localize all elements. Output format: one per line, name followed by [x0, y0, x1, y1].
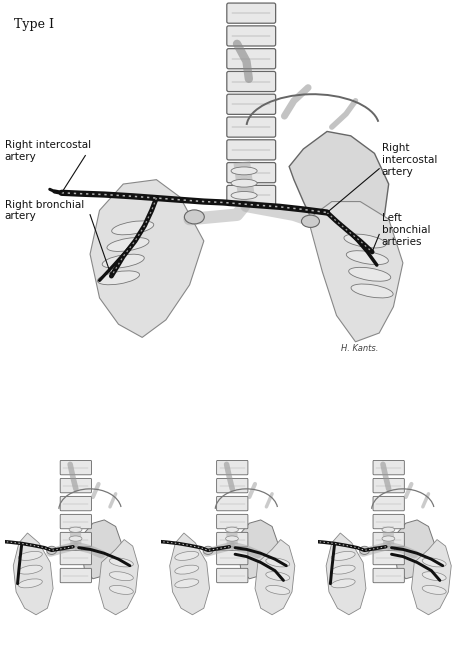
Ellipse shape: [175, 565, 199, 574]
Text: Right bronchial
artery: Right bronchial artery: [5, 199, 84, 221]
Polygon shape: [255, 540, 295, 615]
Ellipse shape: [266, 558, 290, 567]
FancyBboxPatch shape: [227, 71, 276, 92]
Ellipse shape: [331, 565, 355, 574]
FancyBboxPatch shape: [60, 496, 91, 511]
FancyBboxPatch shape: [227, 94, 276, 114]
Polygon shape: [394, 520, 434, 579]
FancyBboxPatch shape: [60, 550, 91, 564]
Ellipse shape: [360, 546, 370, 555]
Ellipse shape: [203, 546, 213, 555]
Ellipse shape: [107, 237, 149, 251]
Ellipse shape: [69, 536, 82, 542]
Ellipse shape: [382, 527, 395, 532]
FancyBboxPatch shape: [373, 514, 404, 528]
Polygon shape: [13, 533, 53, 615]
Polygon shape: [411, 540, 451, 615]
Ellipse shape: [69, 527, 82, 532]
Ellipse shape: [112, 221, 154, 235]
FancyBboxPatch shape: [373, 550, 404, 564]
Polygon shape: [326, 533, 366, 615]
FancyBboxPatch shape: [373, 460, 404, 475]
Ellipse shape: [231, 192, 257, 199]
Ellipse shape: [18, 579, 42, 588]
FancyBboxPatch shape: [217, 514, 248, 528]
FancyBboxPatch shape: [217, 532, 248, 547]
Polygon shape: [90, 180, 204, 337]
Ellipse shape: [98, 271, 139, 284]
FancyBboxPatch shape: [60, 532, 91, 547]
Ellipse shape: [344, 234, 386, 248]
Ellipse shape: [109, 585, 133, 594]
Ellipse shape: [422, 572, 446, 581]
Ellipse shape: [231, 179, 257, 187]
FancyBboxPatch shape: [217, 460, 248, 475]
Polygon shape: [82, 520, 121, 579]
Ellipse shape: [422, 558, 446, 567]
Ellipse shape: [175, 551, 199, 560]
FancyBboxPatch shape: [227, 163, 276, 182]
FancyBboxPatch shape: [60, 479, 91, 493]
FancyBboxPatch shape: [227, 48, 276, 69]
Text: Left
bronchial
arteries: Left bronchial arteries: [382, 213, 430, 247]
Ellipse shape: [351, 284, 393, 298]
Ellipse shape: [382, 536, 395, 542]
FancyBboxPatch shape: [217, 479, 248, 493]
FancyBboxPatch shape: [60, 514, 91, 528]
Polygon shape: [99, 540, 138, 615]
Text: Right intercostal
artery: Right intercostal artery: [5, 141, 91, 162]
Ellipse shape: [301, 215, 319, 228]
FancyBboxPatch shape: [227, 117, 276, 137]
FancyBboxPatch shape: [373, 568, 404, 583]
Polygon shape: [289, 131, 389, 271]
Ellipse shape: [422, 585, 446, 594]
Ellipse shape: [226, 536, 238, 542]
FancyBboxPatch shape: [217, 550, 248, 564]
Ellipse shape: [226, 527, 238, 532]
FancyBboxPatch shape: [227, 185, 276, 205]
Ellipse shape: [18, 565, 42, 574]
Ellipse shape: [184, 210, 204, 224]
Polygon shape: [308, 201, 403, 342]
Ellipse shape: [18, 551, 42, 560]
Text: Type I: Type I: [14, 18, 54, 31]
Ellipse shape: [109, 558, 133, 567]
FancyBboxPatch shape: [217, 496, 248, 511]
Text: H. Kants.: H. Kants.: [341, 343, 379, 353]
Ellipse shape: [102, 254, 144, 268]
Ellipse shape: [266, 572, 290, 581]
Ellipse shape: [175, 579, 199, 588]
FancyBboxPatch shape: [373, 496, 404, 511]
FancyBboxPatch shape: [217, 568, 248, 583]
Ellipse shape: [46, 546, 57, 555]
FancyBboxPatch shape: [227, 3, 276, 24]
Ellipse shape: [109, 572, 133, 581]
Ellipse shape: [349, 267, 391, 281]
Ellipse shape: [331, 579, 355, 588]
FancyBboxPatch shape: [227, 140, 276, 160]
Ellipse shape: [346, 250, 388, 265]
FancyBboxPatch shape: [373, 479, 404, 493]
Ellipse shape: [266, 585, 290, 594]
FancyBboxPatch shape: [60, 460, 91, 475]
FancyBboxPatch shape: [227, 26, 276, 46]
Text: Right
intercostal
artery: Right intercostal artery: [382, 143, 437, 177]
Polygon shape: [238, 520, 278, 579]
Ellipse shape: [231, 167, 257, 175]
FancyBboxPatch shape: [373, 532, 404, 547]
FancyBboxPatch shape: [60, 568, 91, 583]
Ellipse shape: [331, 551, 355, 560]
Polygon shape: [170, 533, 210, 615]
